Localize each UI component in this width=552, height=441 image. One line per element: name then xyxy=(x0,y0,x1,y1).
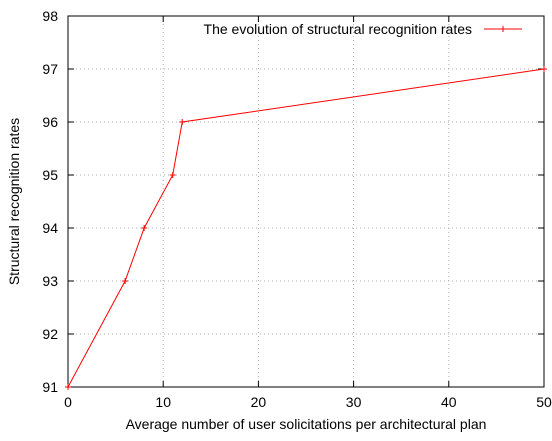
legend-marker xyxy=(500,26,506,32)
x-tick-label: 20 xyxy=(251,394,267,410)
data-point xyxy=(122,278,128,284)
x-tick-label: 0 xyxy=(64,394,72,410)
data-point xyxy=(179,119,185,125)
y-tick-label: 91 xyxy=(42,379,58,395)
y-tick-label: 92 xyxy=(42,326,58,342)
data-point xyxy=(541,66,547,72)
y-tick-label: 95 xyxy=(42,167,58,183)
y-tick-label: 98 xyxy=(42,8,58,24)
legend: The evolution of structural recognition … xyxy=(204,21,522,37)
x-tick-label: 40 xyxy=(441,394,457,410)
y-tick-label: 97 xyxy=(42,61,58,77)
grid xyxy=(68,16,544,387)
data-point xyxy=(65,384,71,390)
x-tick-label: 50 xyxy=(536,394,552,410)
x-tick-label: 10 xyxy=(155,394,171,410)
y-tick-label: 94 xyxy=(42,220,58,236)
y-axis-label: Structural recognition rates xyxy=(6,118,22,285)
axis-ticks: 0 10 20 30 40 50 91 92 93 94 95 96 97 98 xyxy=(42,8,552,410)
data-point xyxy=(141,225,147,231)
x-tick-label: 30 xyxy=(346,394,362,410)
y-tick-label: 96 xyxy=(42,114,58,130)
legend-label: The evolution of structural recognition … xyxy=(204,21,472,37)
plot-frame xyxy=(68,16,544,387)
y-tick-label: 93 xyxy=(42,273,58,289)
x-axis-label: Average number of user solicitations per… xyxy=(126,416,487,432)
series-layer xyxy=(65,66,547,390)
data-point xyxy=(170,172,176,178)
